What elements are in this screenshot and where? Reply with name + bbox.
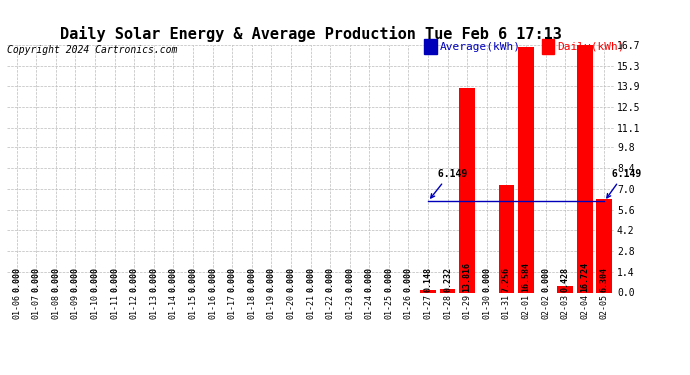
Text: 0.000: 0.000: [247, 267, 256, 292]
Text: 0.000: 0.000: [482, 267, 491, 292]
Text: 0.148: 0.148: [424, 267, 433, 292]
Text: 0.000: 0.000: [188, 267, 197, 292]
Text: 0.000: 0.000: [71, 267, 80, 292]
Bar: [499, 185, 514, 292]
Text: 16.724: 16.724: [580, 262, 589, 292]
Text: Copyright 2024 Cartronics.com: Copyright 2024 Cartronics.com: [7, 45, 177, 55]
Text: 7.256: 7.256: [502, 267, 511, 292]
Text: 6.149: 6.149: [607, 169, 642, 198]
Text: 0.000: 0.000: [51, 267, 60, 292]
Text: 0.000: 0.000: [267, 267, 276, 292]
Text: Daily(kWh): Daily(kWh): [558, 42, 625, 52]
Text: Daily Solar Energy & Average Production Tue Feb 6 17:13: Daily Solar Energy & Average Production …: [59, 26, 562, 42]
Text: 0.000: 0.000: [12, 267, 21, 292]
Bar: [542, 39, 554, 54]
Text: 0.000: 0.000: [345, 267, 354, 292]
Text: 0.000: 0.000: [326, 267, 335, 292]
Text: 0.000: 0.000: [365, 267, 374, 292]
Text: 0.000: 0.000: [149, 267, 158, 292]
Text: 0.000: 0.000: [228, 267, 237, 292]
Text: 0.232: 0.232: [443, 267, 452, 292]
Text: 6.149: 6.149: [431, 169, 467, 198]
Bar: [420, 290, 436, 292]
Text: 0.000: 0.000: [286, 267, 295, 292]
Text: 0.000: 0.000: [130, 267, 139, 292]
Text: 0.000: 0.000: [541, 267, 550, 292]
Bar: [440, 289, 455, 292]
Bar: [558, 286, 573, 292]
Text: 0.000: 0.000: [90, 267, 99, 292]
Bar: [460, 88, 475, 292]
Text: Average(kWh): Average(kWh): [440, 42, 521, 52]
Bar: [518, 47, 534, 292]
Bar: [577, 45, 593, 292]
Text: 13.816: 13.816: [463, 262, 472, 292]
Text: 0.000: 0.000: [208, 267, 217, 292]
Text: 0.000: 0.000: [169, 267, 178, 292]
Text: 0.000: 0.000: [306, 267, 315, 292]
Text: 0.000: 0.000: [32, 267, 41, 292]
Text: 0.000: 0.000: [110, 267, 119, 292]
Text: 16.584: 16.584: [522, 262, 531, 292]
Text: 0.000: 0.000: [404, 267, 413, 292]
Bar: [596, 199, 612, 292]
Text: 0.000: 0.000: [384, 267, 393, 292]
Bar: [424, 39, 437, 54]
Text: 6.304: 6.304: [600, 267, 609, 292]
Text: 0.428: 0.428: [561, 267, 570, 292]
